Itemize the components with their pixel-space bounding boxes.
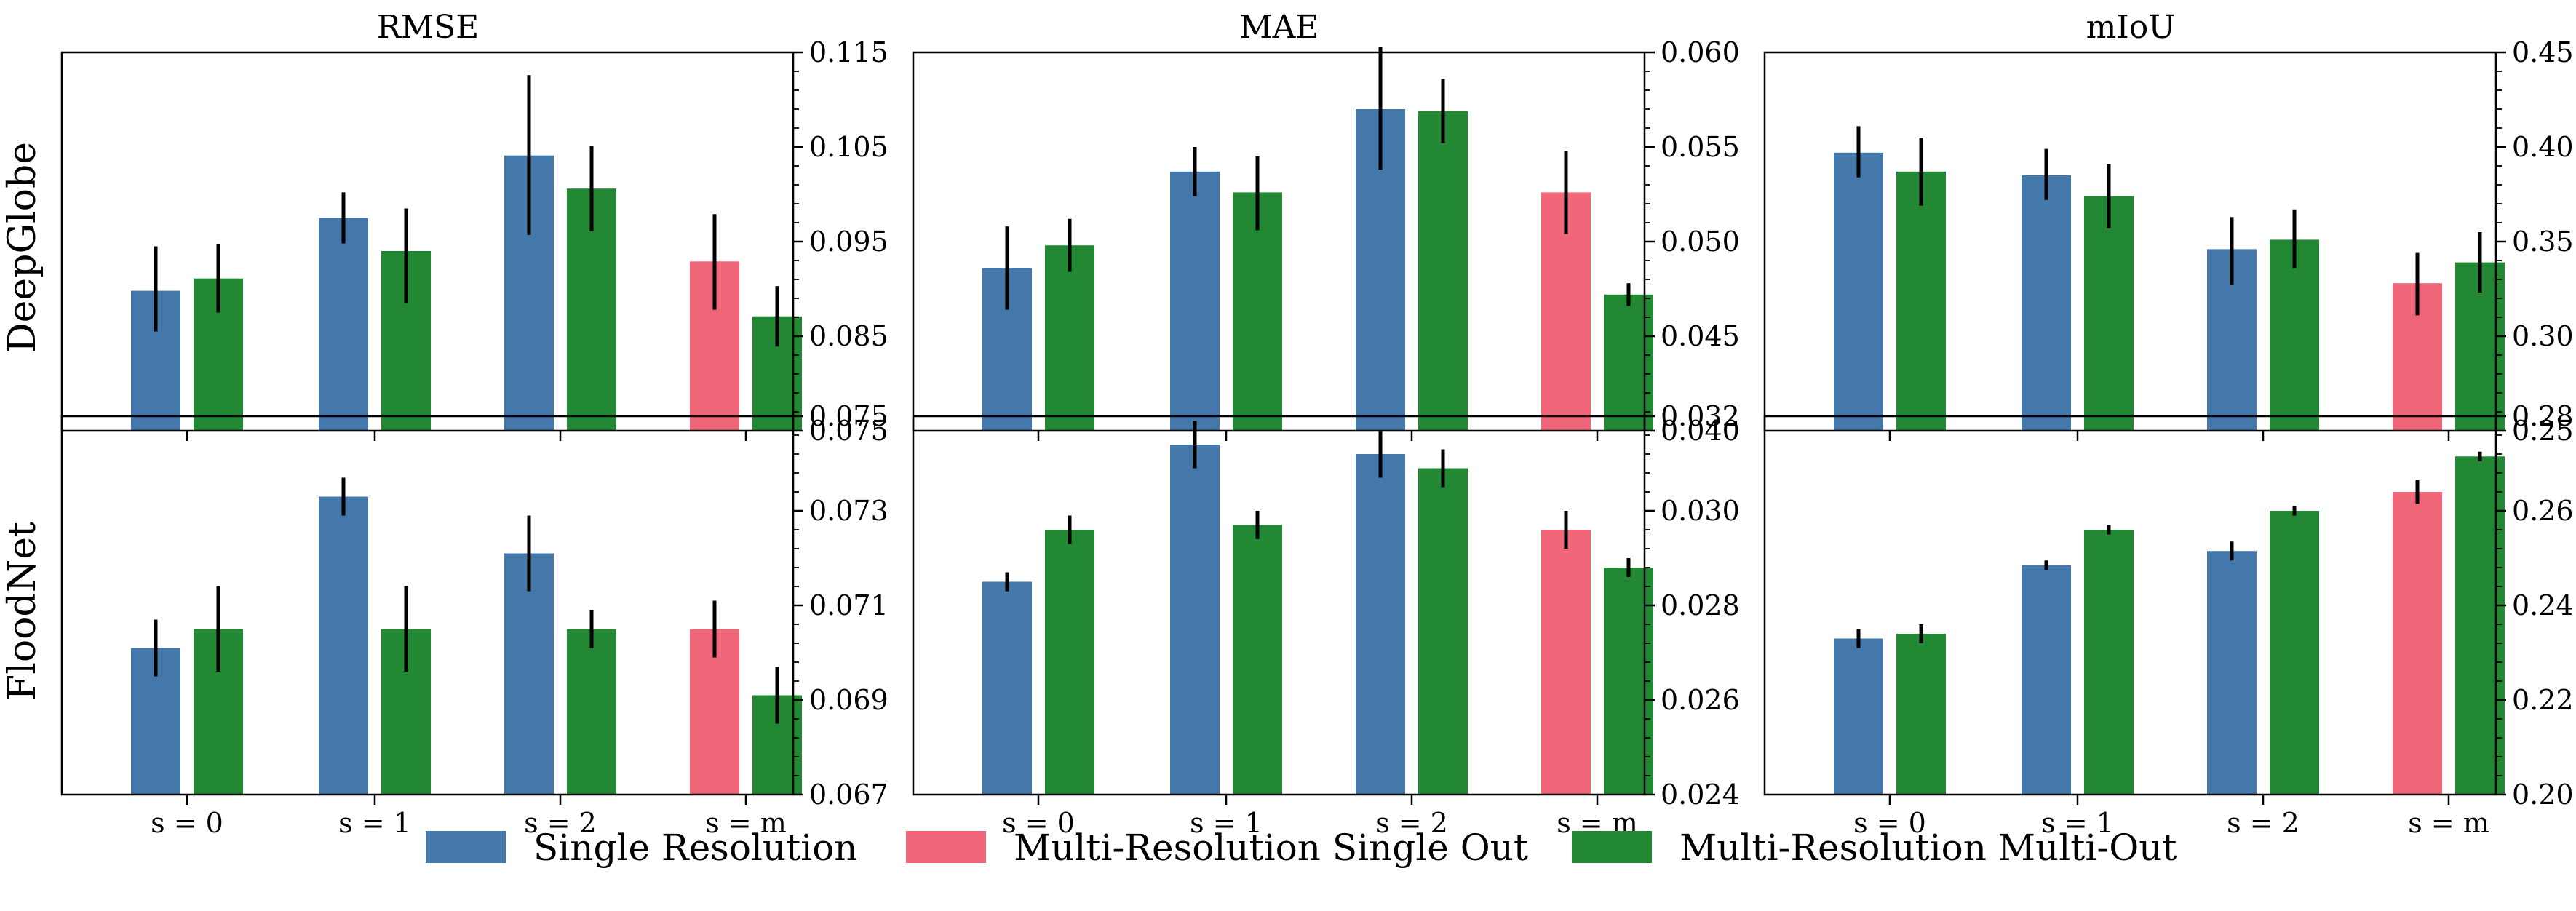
bar-single-resolution	[1170, 445, 1220, 795]
bar-single-resolution	[319, 496, 368, 795]
legend-label-multi-resolution-single-out: Multi-Resolution Single Out	[1014, 827, 1528, 869]
bar-single-resolution	[2207, 551, 2257, 795]
bar-single-resolution	[2022, 565, 2071, 795]
legend-swatch-multi-resolution-multi-out	[1572, 831, 1652, 863]
row-label-floodnet: FloodNet	[1, 522, 44, 701]
legend-label-multi-resolution-multi-out: Multi-Resolution Multi-Out	[1679, 827, 2177, 869]
y-tick-label: 0.071	[809, 589, 889, 621]
y-tick-label: 0.024	[1661, 779, 1740, 811]
y-tick-label: 0.26	[2512, 495, 2574, 527]
y-tick-label: 0.045	[1661, 320, 1740, 352]
bar-multi-resolution-multi-out	[1233, 525, 1282, 795]
y-tick-label: 0.026	[1661, 684, 1740, 716]
bar-multi-resolution-multi-out	[2084, 196, 2134, 431]
y-tick-label: 0.032	[1661, 400, 1740, 432]
bar-single-resolution	[319, 218, 368, 431]
panel-deepglobe-miou: 0.25 0.30 0.35 0.40 0.45	[1763, 36, 2574, 447]
y-tick-label: 0.040	[1661, 415, 1740, 447]
y-tick-label: 0.028	[1661, 589, 1740, 621]
x-tick-label: s = 2	[2227, 807, 2299, 839]
bar-single-resolution	[504, 553, 554, 795]
y-tick-label: 0.40	[2512, 131, 2574, 163]
panel-floodnet-rmse: 0.067 0.069 0.071 0.073 0.075 s = 0 s = 1 s = 2…	[60, 400, 889, 839]
chart-panels: 0.075 0.085 0.095 0.105 0.115 0.040 0.045 0.050…	[60, 36, 2574, 839]
legend-label-single-resolution: Single Resolution	[533, 827, 858, 869]
y-tick-label: 0.075	[809, 415, 889, 447]
x-tick-label: s = m	[705, 807, 787, 839]
y-tick-label: 0.030	[1661, 495, 1740, 527]
y-tick-label: 0.35	[2512, 226, 2574, 258]
bar-multi-resolution-multi-out	[1604, 294, 1653, 431]
column-title-miou: mIoU	[2086, 9, 2176, 46]
y-tick-label: 0.073	[809, 495, 889, 527]
y-tick-label: 0.25	[2512, 415, 2574, 447]
y-tick-label: 0.22	[2512, 684, 2574, 716]
panel-deepglobe-mae: 0.040 0.045 0.050 0.055 0.060	[912, 36, 1740, 447]
y-tick-label: 0.075	[809, 400, 889, 432]
bar-multi-resolution-multi-out	[1896, 171, 1946, 431]
y-tick-label: 0.055	[1661, 131, 1740, 163]
x-tick-label: s = 0	[151, 807, 223, 839]
x-tick-label: s = 1	[1190, 807, 1263, 839]
bar-multi-resolution-single-out	[2393, 492, 2442, 795]
row-label-deepglobe: DeepGlobe	[1, 142, 44, 353]
y-tick-label: 0.30	[2512, 320, 2574, 352]
bar-single-resolution	[1834, 638, 1883, 795]
bar-single-resolution	[1834, 152, 1883, 431]
bar-multi-resolution-multi-out	[1045, 530, 1094, 795]
y-tick-label: 0.28	[2512, 400, 2574, 432]
y-tick-label: 0.085	[809, 320, 889, 352]
bar-single-resolution	[1170, 171, 1220, 431]
x-tick-label: s = m	[2408, 807, 2489, 839]
legend-swatch-single-resolution	[426, 831, 506, 863]
x-tick-label: s = 0	[1853, 807, 1926, 839]
legend-swatch-multi-resolution-single-out	[906, 831, 986, 863]
y-tick-label: 0.115	[809, 36, 889, 68]
panel-floodnet-miou: 0.20 0.22 0.24 0.26 0.28 s = 0 s = 1 s = 2 s = m	[1763, 400, 2574, 839]
y-tick-label: 0.095	[809, 226, 889, 258]
x-tick-label: s = 0	[1002, 807, 1075, 839]
y-tick-label: 0.45	[2512, 36, 2574, 68]
x-tick-label: s = 1	[338, 807, 411, 839]
bar-multi-resolution-multi-out	[2455, 456, 2505, 795]
x-tick-label: s = 2	[1375, 807, 1448, 839]
bar-multi-resolution-multi-out	[1418, 111, 1468, 431]
bar-multi-resolution-single-out	[1541, 530, 1591, 795]
y-tick-label: 0.24	[2512, 589, 2574, 621]
column-title-mae: MAE	[1240, 9, 1319, 46]
bar-multi-resolution-multi-out	[567, 629, 616, 795]
legend: Single Resolution Multi-Resolution Singl…	[426, 827, 2177, 869]
bar-single-resolution	[2022, 175, 2071, 431]
x-tick-label: s = 2	[524, 807, 597, 839]
bar-multi-resolution-multi-out	[1233, 192, 1282, 431]
y-tick-label: 0.050	[1661, 226, 1740, 258]
y-tick-label: 0.069	[809, 684, 889, 716]
bar-multi-resolution-multi-out	[1896, 634, 1946, 795]
bar-multi-resolution-multi-out	[2084, 530, 2134, 795]
bar-multi-resolution-multi-out	[2270, 239, 2319, 431]
panel-deepglobe-rmse: 0.075 0.085 0.095 0.105 0.115	[60, 36, 889, 447]
bar-multi-resolution-multi-out	[1045, 245, 1094, 431]
y-tick-label: 0.105	[809, 131, 889, 163]
panel-floodnet-mae: 0.024 0.026 0.028 0.030 0.032 s = 0 s = 1 s = 2…	[912, 400, 1740, 839]
bar-multi-resolution-multi-out	[1418, 468, 1468, 795]
y-tick-label: 0.060	[1661, 36, 1740, 68]
y-tick-label: 0.20	[2512, 779, 2574, 811]
y-tick-label: 0.067	[809, 779, 889, 811]
bar-single-resolution	[982, 581, 1032, 795]
column-title-rmse: RMSE	[377, 9, 479, 46]
bar-single-resolution	[1356, 454, 1405, 795]
x-tick-label: s = 1	[2041, 807, 2114, 839]
bar-multi-resolution-multi-out	[2270, 511, 2319, 795]
